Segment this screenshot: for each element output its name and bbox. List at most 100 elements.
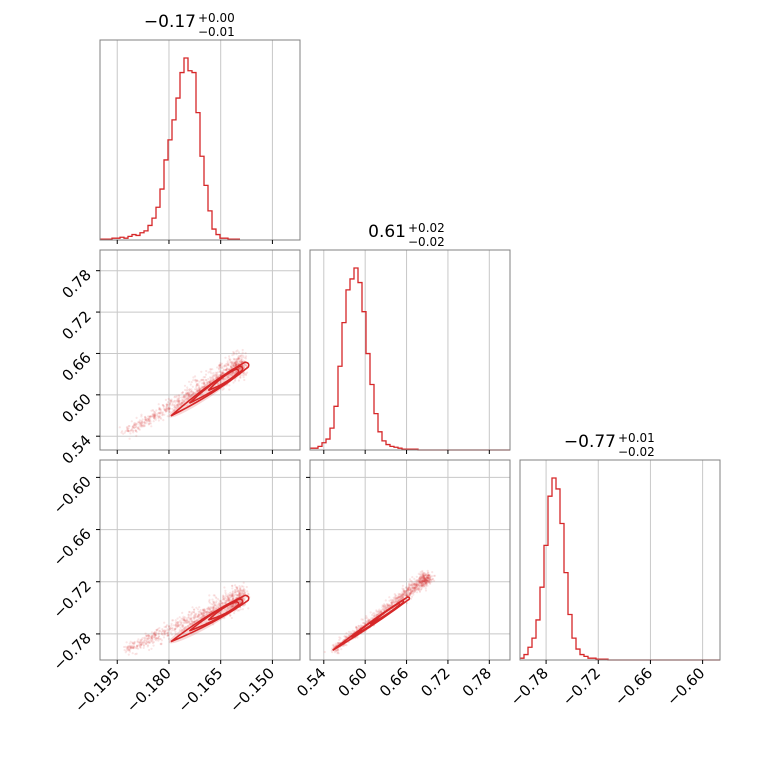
scatter-point <box>236 361 239 364</box>
scatter-point <box>332 645 335 648</box>
scatter-point <box>424 582 427 585</box>
scatter-point <box>127 653 130 656</box>
scatter-point <box>190 394 193 397</box>
scatter-point <box>233 595 236 598</box>
scatter-point <box>394 596 397 600</box>
scatter-point <box>229 361 232 364</box>
scatter-point <box>210 372 213 375</box>
scatter-point <box>151 636 154 639</box>
scatter-point <box>405 592 408 596</box>
scatter-point <box>196 615 199 618</box>
scatter-point <box>227 363 230 366</box>
scatter-point <box>136 421 140 424</box>
title-upper-error: +0.02 <box>408 221 445 235</box>
scatter-point <box>202 376 205 379</box>
scatter-point <box>421 569 424 573</box>
scatter-point <box>182 398 185 401</box>
scatter-point <box>417 584 420 587</box>
scatter-point <box>407 593 410 596</box>
scatter-point <box>178 400 181 403</box>
scatter-point <box>189 383 192 386</box>
scatter-point <box>403 591 406 594</box>
scatter-point <box>382 605 385 608</box>
scatter-point <box>196 389 199 392</box>
scatter-point <box>223 368 226 371</box>
scatter-point <box>424 572 427 575</box>
scatter-point <box>408 588 411 591</box>
scatter-point <box>180 392 183 395</box>
scatter-point <box>230 595 233 598</box>
scatter-point <box>413 583 416 586</box>
scatter-point <box>189 614 192 617</box>
scatter-point <box>185 621 188 624</box>
scatter-point <box>408 584 412 587</box>
scatter-point <box>419 585 422 588</box>
scatter-point <box>239 354 242 357</box>
scatter-point <box>422 575 425 578</box>
scatter-point <box>402 593 405 596</box>
scatter-point <box>181 619 184 622</box>
scatter-point <box>199 609 202 612</box>
scatter-point <box>233 593 236 596</box>
scatter-point <box>244 591 247 594</box>
scatter-point <box>176 404 179 407</box>
scatter-point <box>345 644 348 647</box>
scatter-point <box>421 582 424 585</box>
scatter-point <box>169 402 172 405</box>
scatter-point <box>422 585 426 588</box>
scatter-point <box>246 590 249 593</box>
scatter-point <box>181 400 184 403</box>
scatter-point <box>195 384 198 387</box>
scatter-point <box>180 617 183 620</box>
scatter-point <box>194 614 197 617</box>
scatter-point <box>151 409 154 412</box>
scatter-point <box>218 611 221 615</box>
scatter-point <box>403 590 406 593</box>
scatter-point <box>159 412 162 415</box>
scatter-point <box>421 579 424 582</box>
scatter-point <box>188 393 191 396</box>
scatter-point <box>179 626 182 630</box>
scatter-point <box>148 635 151 638</box>
scatter-point <box>231 605 235 608</box>
scatter-point <box>236 360 239 363</box>
scatter-point <box>190 618 193 621</box>
scatter-point <box>159 637 162 641</box>
scatter-point <box>192 620 196 623</box>
scatter-point <box>416 587 419 590</box>
scatter-point <box>194 379 197 382</box>
scatter-point <box>231 366 234 369</box>
scatter-point <box>420 580 423 583</box>
scatter-point <box>418 577 421 580</box>
scatter-point <box>238 587 242 590</box>
scatter-point <box>239 586 242 589</box>
scatter-point <box>226 362 229 365</box>
scatter-point <box>426 571 430 574</box>
scatter-point <box>195 382 198 385</box>
scatter-point <box>425 576 428 580</box>
scatter-point <box>420 576 423 579</box>
scatter-point <box>200 612 203 616</box>
scatter-point <box>127 427 130 430</box>
scatter-point <box>426 576 429 580</box>
scatter-point <box>401 594 405 597</box>
scatter-point <box>185 389 188 392</box>
scatter-point <box>412 586 415 589</box>
histogram-panel-1 <box>309 249 511 451</box>
scatter-point <box>163 413 166 416</box>
scatter-point <box>376 610 379 614</box>
scatter-point <box>142 642 145 645</box>
scatter-panel-0-1 <box>99 249 301 451</box>
x-tick-label: −0.180 <box>123 664 175 716</box>
scatter-point <box>241 592 244 596</box>
scatter-point <box>242 592 245 595</box>
scatter-point <box>183 621 186 625</box>
scatter-point <box>236 594 239 597</box>
scatter-point <box>152 410 155 413</box>
scatter-point <box>178 394 181 397</box>
scatter-point <box>128 430 131 433</box>
density-fill <box>168 598 245 644</box>
scatter-point <box>129 646 132 650</box>
scatter-point <box>419 579 422 582</box>
scatter-point <box>173 396 176 399</box>
